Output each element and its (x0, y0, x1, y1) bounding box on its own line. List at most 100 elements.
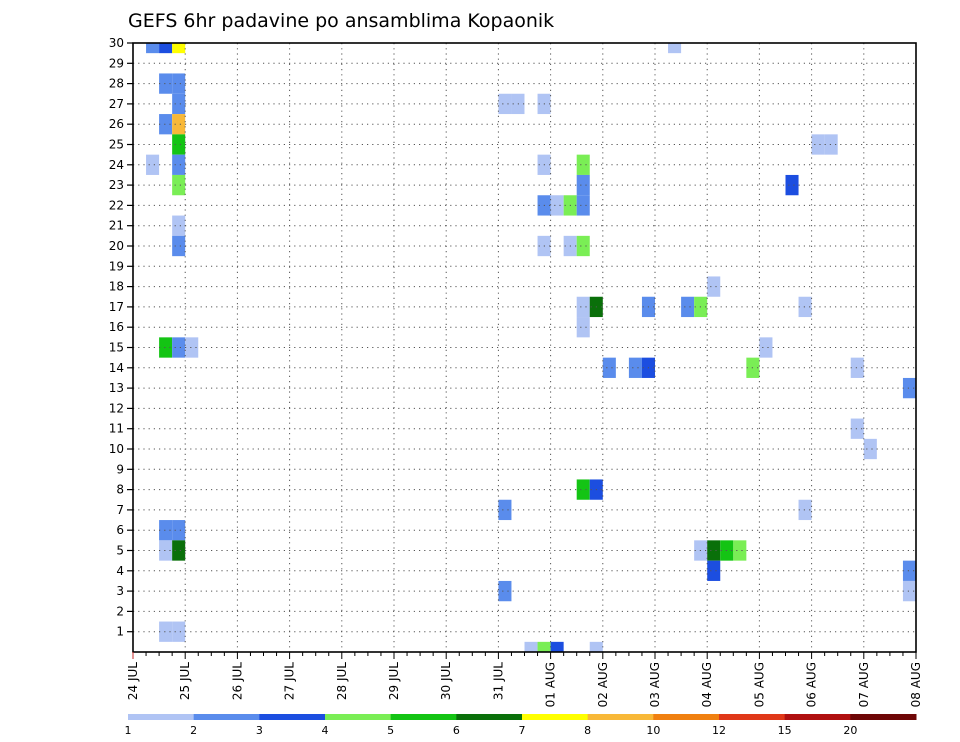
y-tick-label: 2 (116, 604, 124, 618)
data-cell (159, 73, 173, 94)
legend-label: 3 (256, 724, 263, 737)
y-tick-label: 19 (109, 259, 124, 273)
data-cell (707, 276, 721, 297)
data-cell (159, 621, 173, 642)
y-tick-label: 10 (109, 442, 124, 456)
data-cell (576, 296, 590, 318)
y-tick-label: 25 (109, 138, 124, 152)
data-cell (159, 520, 173, 541)
y-tick-label: 29 (109, 56, 124, 70)
legend-label: 20 (843, 724, 857, 737)
legend-swatch (128, 714, 195, 720)
legend-swatch (193, 714, 260, 720)
x-tick-label: 31 JUL (491, 662, 505, 700)
y-tick-label: 30 (109, 36, 124, 50)
data-cell (824, 134, 838, 155)
data-cell (668, 43, 682, 54)
data-cell (172, 540, 186, 561)
data-cell (172, 114, 186, 135)
y-tick-label: 28 (109, 77, 124, 91)
x-tick-label: 27 JUL (283, 662, 297, 700)
data-cell (707, 560, 721, 581)
x-tick-label: 03 AUG (648, 662, 662, 707)
data-cell (902, 580, 916, 602)
x-tick-label: 04 AUG (700, 662, 714, 707)
data-cell (785, 174, 799, 196)
data-cell (850, 418, 864, 439)
legend-label: 12 (712, 724, 726, 737)
x-tick-label: 24 JUL (126, 662, 140, 700)
data-cell (524, 641, 538, 652)
y-tick-label: 21 (109, 219, 124, 233)
x-tick-label: 28 JUL (335, 662, 349, 700)
data-cell (550, 195, 564, 216)
legend-swatch (719, 714, 786, 720)
y-tick-label: 13 (109, 381, 124, 395)
legend-label: 15 (778, 724, 792, 737)
data-cell (172, 215, 186, 236)
data-cell (146, 43, 160, 54)
data-cell (159, 114, 173, 135)
data-cell (498, 93, 512, 115)
data-cell (172, 337, 186, 358)
plot-area (146, 43, 916, 652)
data-cell (172, 174, 186, 196)
data-cell (159, 43, 173, 54)
y-tick-label: 5 (116, 544, 124, 558)
x-tick-label: 05 AUG (752, 662, 766, 707)
data-cell (628, 357, 642, 378)
legend-swatch (587, 714, 654, 720)
data-cell (172, 621, 186, 642)
legend-swatch (390, 714, 457, 720)
data-cell (902, 560, 916, 581)
legend-label: 4 (322, 724, 329, 737)
x-axis: 24 JUL 25 JUL 26 JUL 27 JUL 28 JUL 29 JUL 30 J… (126, 652, 923, 707)
x-tick-label: 02 AUG (596, 662, 610, 707)
data-cell (681, 296, 695, 318)
data-cell (576, 174, 590, 196)
legend-label: 8 (584, 724, 591, 737)
data-cell (576, 154, 590, 175)
data-cell (172, 154, 186, 175)
data-cell (159, 540, 173, 561)
y-tick-label: 6 (116, 523, 124, 537)
data-cell (576, 235, 590, 257)
y-tick-label: 9 (116, 462, 124, 476)
y-tick-label: 17 (109, 300, 124, 314)
legend-label: 5 (387, 724, 394, 737)
data-cell (172, 93, 186, 115)
legend-swatch (522, 714, 589, 720)
data-cell (759, 337, 773, 358)
legend-swatch (653, 714, 720, 720)
data-cell (798, 296, 812, 318)
y-tick-label: 20 (109, 239, 124, 253)
x-tick-label: 07 AUG (857, 662, 871, 707)
x-tick-label: 08 AUG (909, 662, 923, 707)
legend-swatch (259, 714, 326, 720)
y-tick-label: 12 (109, 401, 124, 415)
data-cell (146, 154, 160, 175)
data-cell (902, 377, 916, 399)
data-cell (172, 134, 186, 155)
data-cell (172, 43, 186, 54)
data-cell (498, 499, 512, 521)
data-cell (602, 357, 616, 378)
x-tick-label: 29 JUL (387, 662, 401, 700)
y-tick-label: 14 (109, 361, 124, 375)
data-cell (589, 641, 603, 652)
data-cell (550, 641, 564, 652)
data-cell (707, 540, 721, 561)
y-tick-label: 7 (116, 503, 124, 517)
data-cell (733, 540, 747, 561)
y-tick-label: 11 (109, 422, 124, 436)
y-tick-label: 8 (116, 483, 124, 497)
legend-label: 10 (646, 724, 660, 737)
x-tick-label: 26 JUL (230, 662, 244, 700)
y-tick-label: 18 (109, 280, 124, 294)
x-tick-label: 30 JUL (439, 662, 453, 700)
color-legend: 1 2 3 4 5 6 7 8 10 12 15 20 (125, 714, 917, 737)
data-cell (811, 134, 825, 155)
data-cell (185, 337, 199, 358)
data-cell (863, 438, 877, 460)
